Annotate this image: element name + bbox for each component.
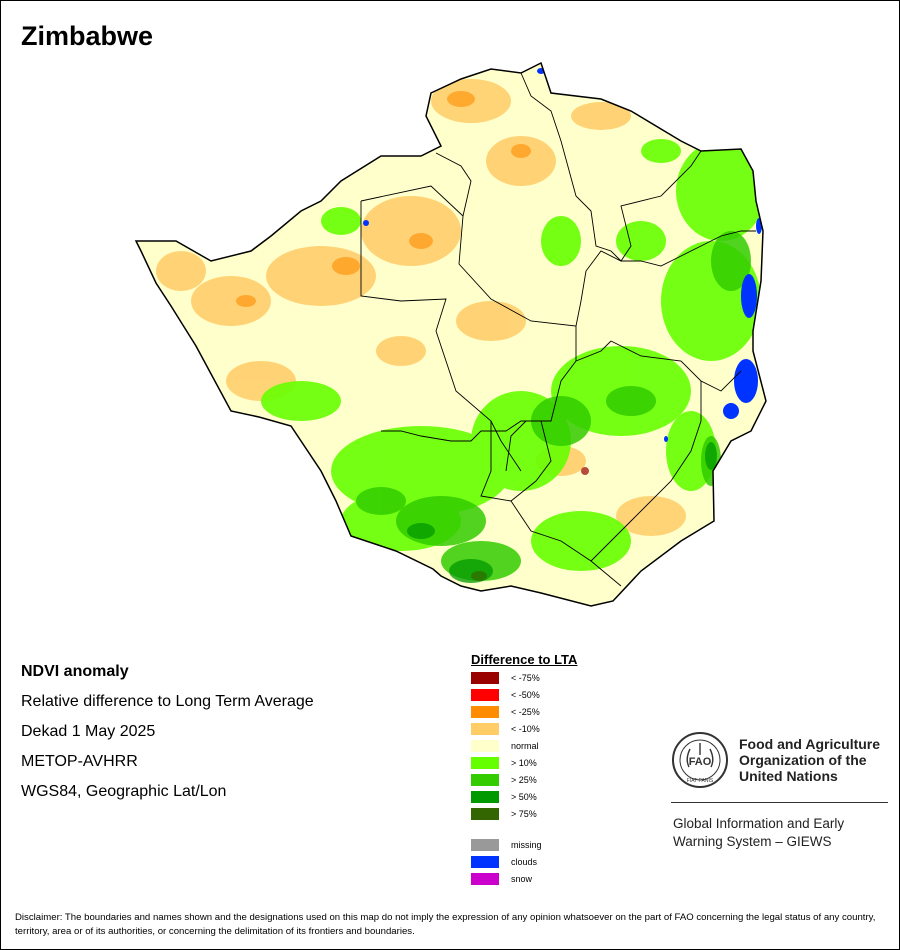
legend-label: missing	[511, 839, 542, 850]
fao-logo-icon: FAO FIAT PANIS	[672, 732, 728, 788]
legend-label: < -75%	[511, 672, 540, 683]
legend-item: > 50%	[471, 788, 671, 805]
info-dekad: Dekad 1 May 2025	[21, 723, 156, 740]
giews-name: Global Information and Early Warning Sys…	[673, 815, 888, 851]
legend-item: < -75%	[471, 669, 671, 686]
legend-item: < -25%	[471, 703, 671, 720]
fao-org-line: United Nations	[739, 768, 838, 784]
legend-swatch	[471, 807, 499, 820]
legend-label: < -50%	[511, 689, 540, 700]
legend-swatch	[471, 671, 499, 684]
legend-swatch	[471, 756, 499, 769]
map-title: Zimbabwe	[21, 21, 154, 51]
legend-label: > 75%	[511, 808, 537, 819]
country-outline	[134, 61, 767, 607]
legend-swatch	[471, 855, 499, 868]
legend-item: < -10%	[471, 720, 671, 737]
giews-line: Global Information and Early	[673, 816, 845, 831]
legend-classes: < -75% < -50% < -25% < -10% normal > 10% > 25%…	[471, 669, 671, 822]
svg-text:FAO: FAO	[689, 756, 712, 768]
disclaimer: Disclaimer: The boundaries and names sho…	[15, 912, 876, 937]
fao-org-line: Food and Agriculture	[739, 736, 881, 752]
legend-swatch	[471, 722, 499, 735]
map-info: NDVI anomaly Relative difference to Long…	[21, 657, 314, 807]
legend-label: > 25%	[511, 774, 537, 785]
svg-text:FIAT PANIS: FIAT PANIS	[687, 778, 714, 784]
legend-extra: missing clouds snow	[471, 836, 671, 887]
legend-label: clouds	[511, 856, 538, 867]
country-shape	[136, 63, 766, 606]
ndvi-map	[131, 56, 781, 616]
province-boundaries	[360, 72, 756, 587]
info-product: NDVI anomaly	[21, 663, 129, 680]
legend-item: clouds	[471, 853, 671, 870]
map-legend: Difference to LTA < -75% < -50% < -25% < -1…	[471, 652, 671, 887]
legend-swatch	[471, 705, 499, 718]
legend-item: missing	[471, 836, 671, 853]
legend-item: normal	[471, 737, 671, 754]
legend-label: < -25%	[511, 706, 540, 717]
legend-label: snow	[511, 873, 533, 884]
legend-title: Difference to LTA	[471, 652, 578, 667]
fao-org-name: Food and Agriculture Organization of the…	[739, 736, 880, 784]
fao-divider	[671, 802, 888, 803]
info-projection: WGS84, Geographic Lat/Lon	[21, 783, 227, 800]
legend-item: > 10%	[471, 754, 671, 771]
legend-label: normal	[511, 740, 539, 751]
legend-swatch	[471, 688, 499, 701]
legend-label: > 50%	[511, 791, 537, 802]
legend-swatch	[471, 790, 499, 803]
info-description: Relative difference to Long Term Average	[21, 693, 314, 710]
legend-swatch	[471, 739, 499, 752]
legend-item: > 75%	[471, 805, 671, 822]
fao-org-line: Organization of the	[739, 752, 867, 768]
legend-item: > 25%	[471, 771, 671, 788]
legend-label: < -10%	[511, 723, 540, 734]
giews-line: Warning System – GIEWS	[673, 834, 832, 849]
info-sensor: METOP-AVHRR	[21, 753, 138, 770]
legend-label: > 10%	[511, 757, 537, 768]
legend-swatch	[471, 838, 499, 851]
legend-swatch	[471, 773, 499, 786]
legend-swatch	[471, 872, 499, 885]
legend-item: snow	[471, 870, 671, 887]
legend-item: < -50%	[471, 686, 671, 703]
